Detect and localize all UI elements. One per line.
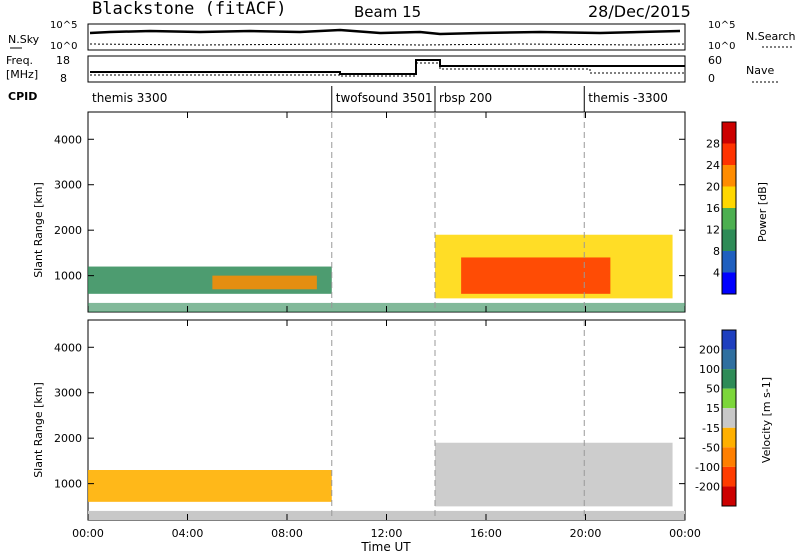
nsky-tick-top: 10^5 [50,20,77,31]
power-colorbar-label: Power [dB] [756,182,769,242]
cpid-label: CPID [8,90,37,103]
power-colorbar-cell [722,122,736,144]
power-colorbar-tick: 24 [706,159,720,172]
y-tick-label: 3000 [54,387,82,400]
velocity-colorbar-cell [722,388,736,409]
velocity-colorbar-cell [722,369,736,389]
velocity-colorbar-tick: 15 [706,402,720,415]
nave-tick-bottom: 0 [708,72,715,85]
cpid-segment-label: rbsp 200 [439,91,492,105]
nsky-label: N.Sky [8,33,40,46]
power-colorbar-tick: 20 [706,181,720,194]
freq-label: Freq. [6,54,33,67]
cpid-segment-label: themis 3300 [92,91,167,105]
velocity-colorbar-tick: -100 [695,461,720,474]
y-tick-label: 1000 [54,478,82,491]
x-tick-label: 08:00 [271,527,303,540]
power-colorbar-tick: 12 [706,224,720,237]
velocity-colorbar-tick: -200 [695,480,720,493]
velocity-colorbar-tick: 100 [699,363,720,376]
power-colorbar-cell [722,251,736,273]
date-title: 28/Dec/2015 [588,2,691,21]
nsearch-tick-bottom: 10^0 [708,41,735,52]
velocity-colorbar-cell [722,330,736,350]
station-title: Blackstone (fitACF) [92,0,286,19]
velocity-colorbar-tick: 50 [706,383,720,396]
power-colorbar-tick: 8 [713,245,720,258]
velocity-band-1 [88,470,332,502]
y-tick-label: 4000 [54,133,82,146]
x-axis-label: Time UT [360,540,411,554]
velocity-colorbar-label: Velocity [m s-1] [760,377,773,463]
power-colorbar-tick: 4 [713,267,720,280]
y-tick-label: 3000 [54,179,82,192]
cpid-segment-label: twofsound 3501 [336,91,433,105]
power-colorbar-cell [722,143,736,165]
velocity-colorbar-cell [722,486,736,506]
x-tick-label: 20:00 [570,527,602,540]
velocity-ylabel: Slant Range [km] [32,382,45,478]
freq-tick-top: 18 [56,54,70,67]
x-tick-label: 16:00 [470,527,502,540]
velocity-colorbar-tick: 200 [699,344,720,357]
velocity-colorbar: 200 100 50 15 -15 -50 -100 -200 [695,329,737,507]
velocity-colorbar-cell [722,408,736,428]
freq-panel: Freq. [MHz] 18 8 60 0 Nave [6,54,780,85]
x-tick-label: 04:00 [172,527,204,540]
y-tick-label: 1000 [54,270,82,283]
x-tick-label: 00:00 [669,527,701,540]
velocity-band-2 [435,442,673,507]
power-ylabel: Slant Range [km] [32,182,45,278]
y-tick-labels: 1000 1000 2000 2000 3000 3000 4000 4000 [54,133,685,491]
freq-unit: [MHz] [6,68,38,81]
nsearch-label: N.Search [746,30,796,43]
x-tick-label: 00:00 [72,527,104,540]
power-band-2 [212,275,317,290]
x-tick-labels: 00:00 04:00 08:00 12:00 16:00 20:00 00:00 [72,112,701,540]
power-colorbar-cell [722,272,736,294]
velocity-colorbar-tick: -50 [702,441,720,454]
power-colorbar-tick: 28 [706,138,720,151]
velocity-colorbar-cell [722,349,736,370]
power-colorbar-cell [722,165,736,187]
nsearch-tick-top: 10^5 [708,20,735,31]
power-colorbar: 4 8 12 16 20 24 28 [706,121,737,295]
velocity-colorbar-cell [722,427,736,448]
freq-tick-bottom: 8 [60,72,67,85]
cpid-strip: themis 3300 twofsound 3501 rbsp 200 themis … [92,86,668,112]
nave-tick-top: 60 [708,54,722,67]
x-tick-label: 12:00 [371,527,403,540]
nsky-tick-bottom: 10^0 [50,41,77,52]
velocity-colorbar-tick: -15 [702,422,720,435]
cpid-segment-label: themis -3300 [588,91,668,105]
nsky-panel: N.Sky 10^5 10^0 10^5 10^0 N.Search [8,20,796,52]
velocity-colorbar-cell [722,447,736,467]
velocity-panel [87,319,686,521]
power-colorbar-tick: 16 [706,202,720,215]
y-tick-label: 2000 [54,432,82,445]
power-panel [87,111,686,313]
y-tick-label: 2000 [54,224,82,237]
power-colorbar-cell [722,208,736,230]
power-band-4 [461,257,611,294]
velocity-colorbar-cell [722,466,736,487]
beam-title: Beam 15 [354,3,421,21]
y-tick-label: 4000 [54,341,82,354]
power-colorbar-cell [722,186,736,208]
nave-label: Nave [746,64,774,77]
power-colorbar-cell [722,229,736,251]
